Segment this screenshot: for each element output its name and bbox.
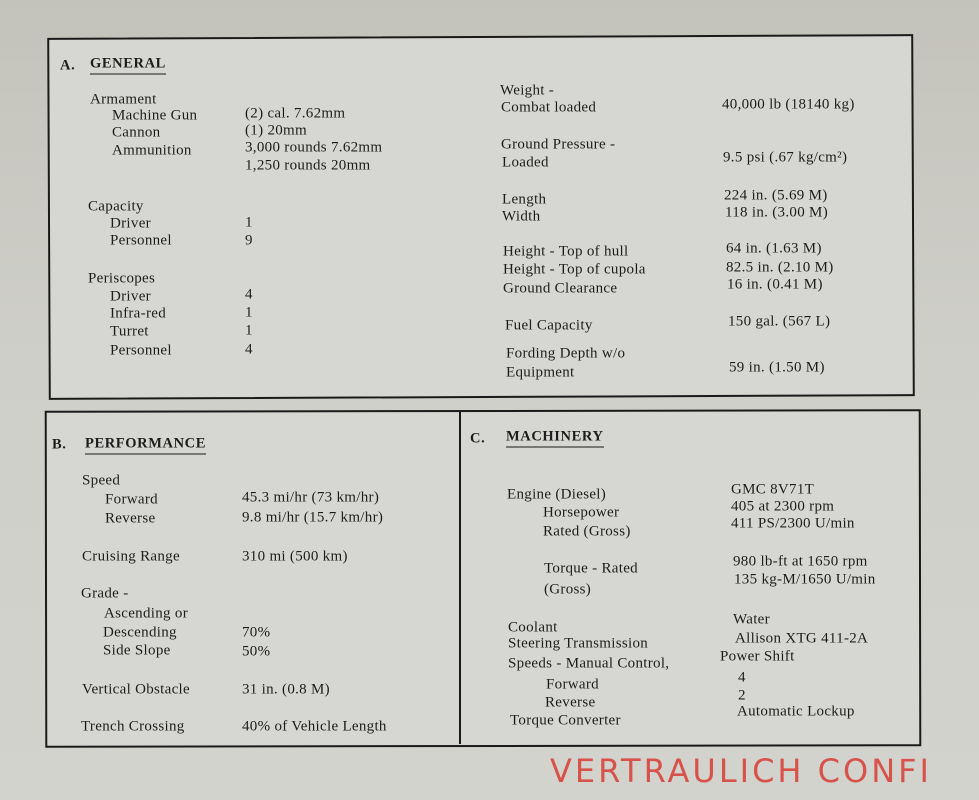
spec-value: Allison XTG 411-2A [735,630,869,647]
spec-value: 2 [738,687,746,704]
spec-value: GMC 8V71T [731,481,815,498]
spec-value: 411 PS/2300 U/min [731,515,855,532]
column-divider [459,412,461,744]
spec-value: 4 [245,341,253,358]
spec-value: 980 lb-ft at 1650 rpm [733,553,868,570]
spec-label: Height - Top of cupola [503,261,646,278]
spec-label: Weight - [500,82,555,99]
spec-label: Equipment [506,364,575,381]
spec-label: Machine Gun [112,107,198,124]
section-b-letter: B. [52,436,67,453]
spec-value: 4 [245,286,253,303]
spec-value: 1 [245,322,253,339]
spec-label: Loaded [502,154,549,171]
spec-label: Cruising Range [82,548,180,565]
spec-value: 3,000 rounds 7.62mm [245,139,383,156]
spec-label: Coolant [508,619,558,636]
section-a-title: GENERAL [90,56,166,75]
spec-label: Width [502,208,541,225]
spec-label: Grade - [81,585,129,602]
spec-label: Speeds - Manual Control, [508,655,670,672]
spec-label: Reverse [545,694,596,711]
spec-label: Infra-red [110,305,166,322]
spec-label: Horsepower [543,504,620,521]
spec-label: Torque - Rated [544,560,638,577]
spec-label: Periscopes [88,270,156,287]
section-b-title: PERFORMANCE [85,436,206,455]
spec-value: Power Shift [720,648,795,665]
spec-value: 64 in. (1.63 M) [726,240,822,257]
spec-value: 1 [245,214,253,231]
spec-value: (1) 20mm [245,122,307,139]
spec-value: 150 gal. (567 L) [728,313,831,330]
spec-value: (2) cal. 7.62mm [245,105,346,122]
spec-value: 310 mi (500 km) [242,548,348,565]
section-c-letter: C. [470,430,486,447]
spec-value: 9.5 psi (.67 kg/cm²) [723,149,848,166]
spec-label: Trench Crossing [81,718,185,735]
spec-label: Torque Converter [510,712,621,729]
spec-label: Vertical Obstacle [82,681,190,698]
spec-value: 4 [738,669,746,686]
spec-value: 9.8 mi/hr (15.7 km/hr) [242,509,384,526]
spec-label: Descending [103,624,177,641]
spec-value: 40,000 lb (18140 kg) [722,96,855,113]
spec-value: 1,250 rounds 20mm [245,157,371,174]
section-c-title: MACHINERY [506,429,604,448]
spec-value: 50% [242,643,271,660]
spec-label: Forward [105,491,158,508]
spec-label: Capacity [88,198,144,215]
spec-label: Height - Top of hull [503,243,629,260]
spec-label: Engine (Diesel) [507,486,607,503]
spec-label: Speed [82,472,121,489]
spec-label: Side Slope [103,642,171,659]
spec-label: Fording Depth w/o [506,345,626,362]
spec-label: Forward [546,676,599,693]
spec-label: (Gross) [544,581,592,598]
spec-label: Personnel [110,232,172,249]
spec-label: Ground Pressure - [501,136,616,153]
spec-value: 82.5 in. (2.10 M) [726,259,834,276]
spec-label: Ascending or [104,605,188,622]
spec-value: 135 kg-M/1650 U/min [734,571,876,588]
spec-value: 59 in. (1.50 M) [729,359,825,376]
spec-label: Turret [110,323,149,340]
spec-label: Personnel [110,342,172,359]
spec-value: 31 in. (0.8 M) [242,681,330,698]
spec-value: 405 at 2300 rpm [731,498,835,515]
spec-value: 45.3 mi/hr (73 km/hr) [242,489,380,506]
spec-label: Ammunition [112,142,192,159]
spec-value: 118 in. (3.00 M) [725,204,828,221]
section-a-letter: A. [60,57,76,74]
spec-label: Ground Clearance [503,280,618,297]
spec-value: 9 [245,232,253,249]
spec-value: 16 in. (0.41 M) [727,276,823,293]
spec-label: Cannon [112,124,161,141]
spec-label: Armament [90,91,157,108]
spec-value: 224 in. (5.69 M) [724,187,828,204]
spec-label: Driver [110,288,151,305]
spec-label: Rated (Gross) [543,523,631,540]
confidential-stamp: VERTRAULICH CONFI [550,752,932,790]
spec-label: Fuel Capacity [505,317,593,334]
spec-label: Length [502,191,547,208]
spec-label: Steering Transmission [508,635,649,652]
spec-value: 70% [242,624,271,641]
spec-value: 40% of Vehicle Length [242,718,387,735]
spec-value: Automatic Lockup [737,703,855,720]
spec-value: 1 [245,304,253,321]
spec-label: Combat loaded [501,99,597,116]
spec-value: Water [733,611,770,628]
spec-label: Reverse [105,510,156,527]
spec-label: Driver [110,215,151,232]
